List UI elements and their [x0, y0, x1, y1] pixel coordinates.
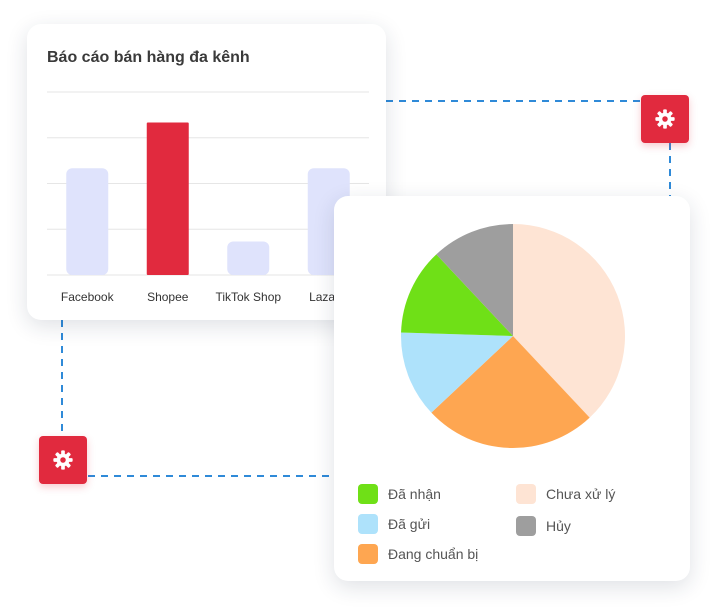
legend-label: Hủy [546, 518, 571, 534]
pie-slice-chưa-xử-lý [513, 224, 625, 418]
bar-facebook [66, 168, 109, 275]
legend-swatch [358, 544, 378, 564]
legend-item-preparing: Đang chuẩn bị [358, 544, 478, 564]
legend-item-sent: Đã gửi [358, 514, 430, 534]
legend-swatch [516, 484, 536, 504]
chart-title: Báo cáo bán hàng đa kênh [47, 49, 250, 66]
pie-slice-hủy [436, 224, 513, 336]
legend-label: Đang chuẩn bị [388, 546, 479, 562]
legend-label: Đã nhận [388, 486, 441, 502]
gear-icon [655, 109, 675, 129]
legend-swatch [516, 516, 536, 536]
legend-item-received: Đã nhận [358, 484, 441, 504]
x-tick-label: TikTok Shop [215, 290, 281, 304]
bar-tiktok-shop [227, 241, 270, 275]
legend-label: Chưa xử lý [546, 486, 616, 502]
legend-swatch [358, 484, 378, 504]
gear-icon [53, 450, 73, 470]
order-status-card: Đã nhận Chưa xử lý Đã gửi Hủy Đang chuẩn… [334, 196, 690, 581]
pie-slice-đã-nhận [401, 254, 513, 336]
sales-report-card: Facebook Shopee TikTok Shop Lazada Báo cáo … [27, 24, 386, 320]
pie-legend: Đã nhận Chưa xử lý Đã gửi Hủy Đang chuẩn… [358, 484, 678, 569]
legend-label: Đã gửi [388, 516, 431, 532]
pie-chart [401, 224, 625, 448]
pie-slice-đang-chuẩn-bị [431, 336, 590, 448]
x-tick-label: Facebook [61, 290, 115, 304]
bar-shopee [146, 122, 189, 275]
legend-item-cancelled: Hủy [516, 516, 571, 536]
settings-button-bottom[interactable] [39, 436, 87, 484]
pie-slice-đã-gửi [401, 332, 513, 413]
settings-button-top[interactable] [641, 95, 689, 143]
legend-swatch [358, 514, 378, 534]
legend-item-unprocessed: Chưa xử lý [516, 484, 615, 504]
x-tick-label: Shopee [147, 290, 189, 304]
bar-chart: Facebook Shopee TikTok Shop Lazada [47, 91, 369, 304]
